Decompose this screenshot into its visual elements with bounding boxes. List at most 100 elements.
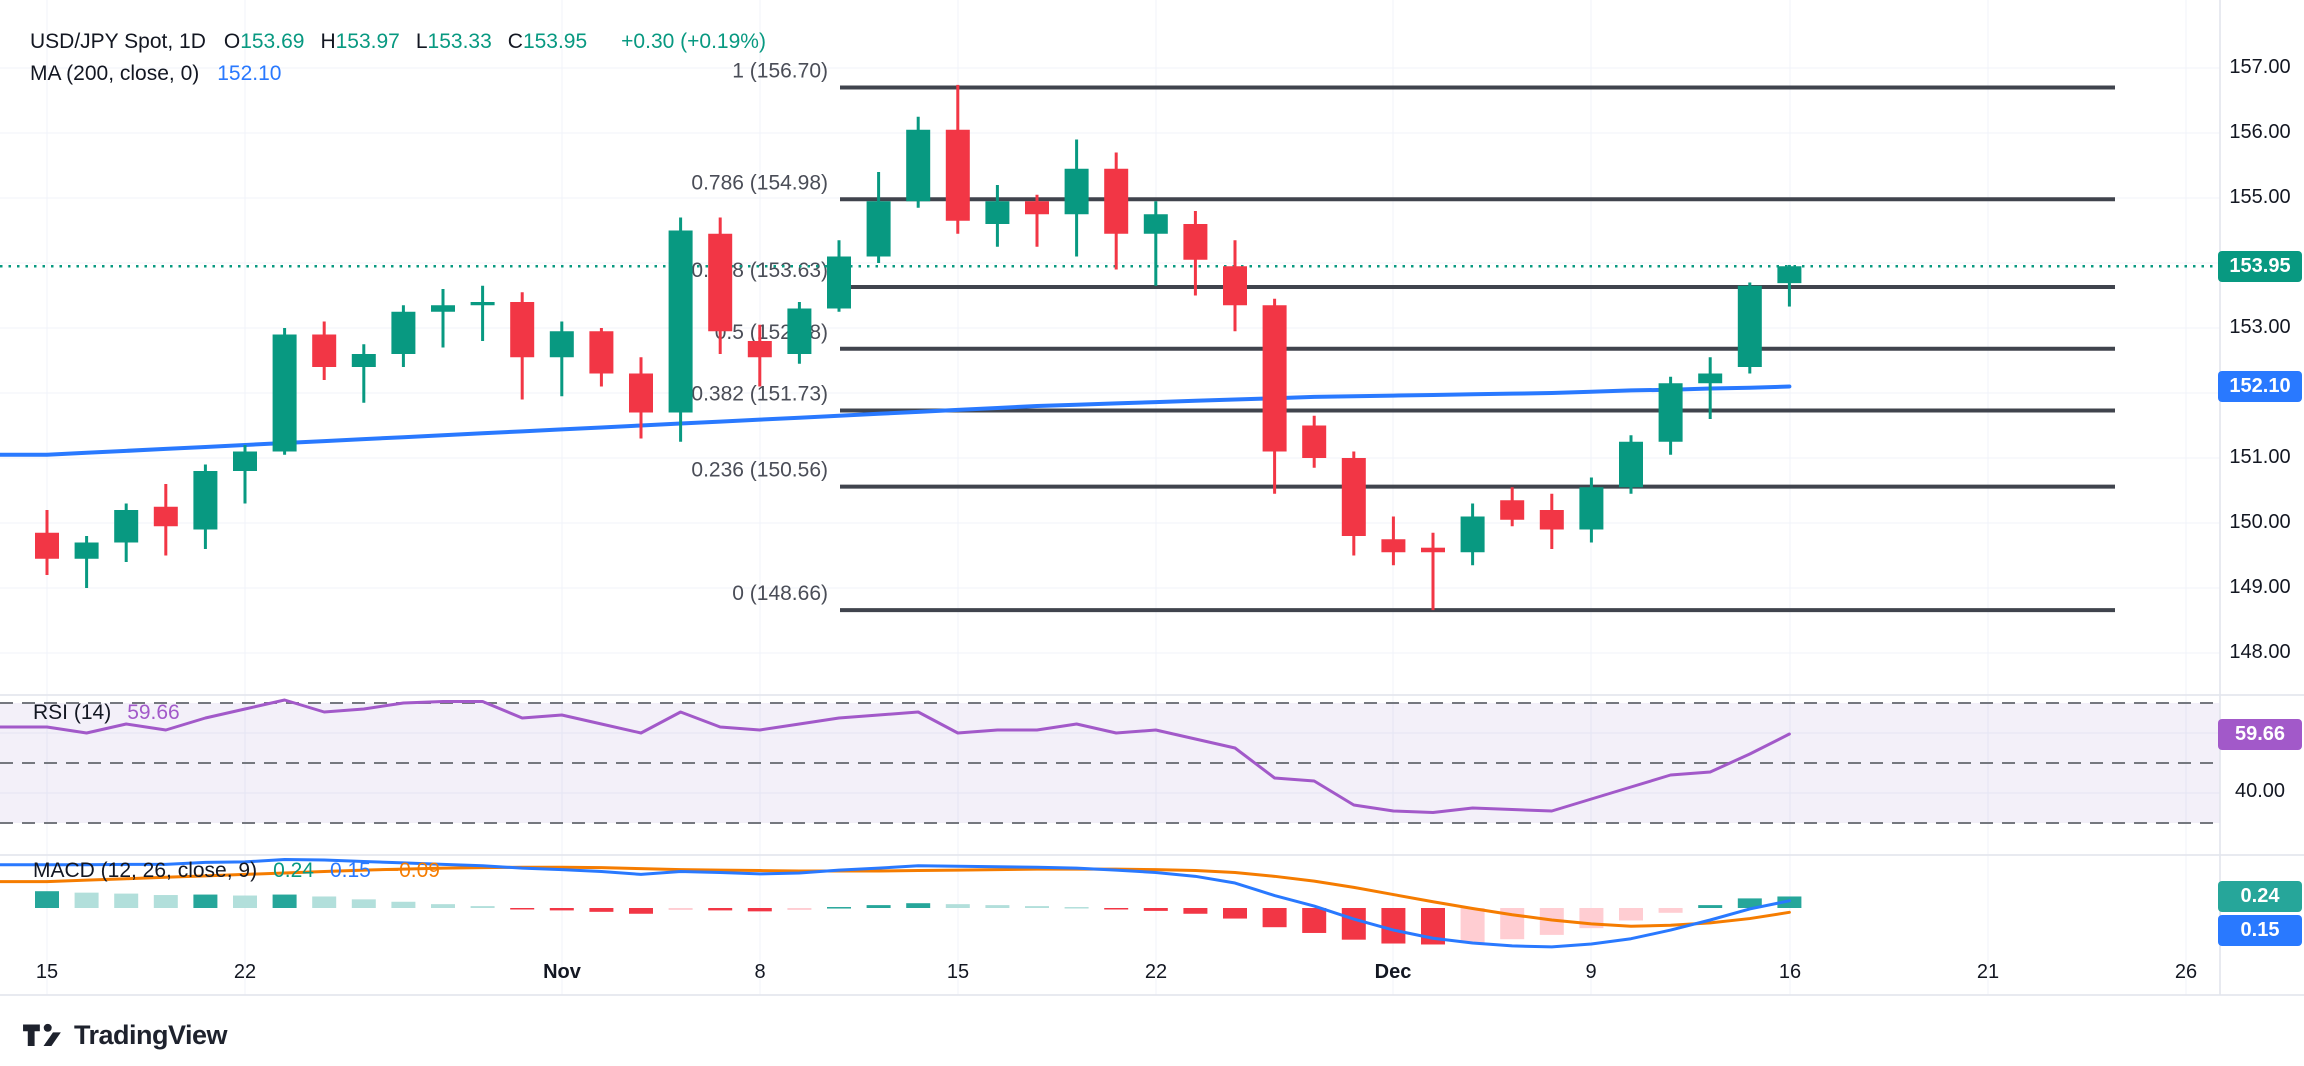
macd-histogram-bar bbox=[629, 908, 653, 914]
macd-hist-value: 0.24 bbox=[273, 859, 314, 882]
macd-histogram-bar bbox=[233, 895, 257, 908]
rsi-value: 59.66 bbox=[127, 701, 180, 724]
candle-body bbox=[351, 354, 376, 367]
macd-histogram-bar bbox=[866, 905, 891, 908]
macd-legend[interactable]: MACD (12, 26, close, 9) 0.24 0.15 −0.09 bbox=[33, 859, 440, 883]
price-axis-label: 156.00 bbox=[2229, 121, 2291, 143]
candle-body bbox=[1302, 425, 1327, 458]
macd-histogram-bar bbox=[431, 904, 455, 908]
macd-label[interactable]: MACD (12, 26, close, 9) bbox=[33, 859, 258, 882]
candle-body bbox=[1658, 383, 1683, 442]
ohlc-item: C153.95 bbox=[508, 30, 587, 53]
macd-histogram-bar bbox=[193, 894, 218, 908]
time-axis-label: 15 bbox=[946, 961, 970, 983]
ohlc-item: O153.69 bbox=[224, 30, 305, 53]
candle-wick bbox=[1154, 201, 1158, 286]
macd-histogram-bar bbox=[1698, 905, 1723, 908]
macd-histogram-bar bbox=[747, 908, 772, 912]
rsi-value-badge: 59.66 bbox=[2218, 718, 2302, 750]
candle-body bbox=[708, 233, 733, 332]
candle-body bbox=[1064, 168, 1089, 215]
ohlc-values: O153.69 H153.97 L153.33 C153.95 bbox=[224, 26, 603, 58]
candle-body bbox=[233, 451, 257, 471]
price-axis-label: 149.00 bbox=[2229, 576, 2291, 598]
candle-wick bbox=[481, 285, 485, 341]
ohlc-item: L153.33 bbox=[416, 30, 492, 53]
macd-histogram-bar bbox=[312, 896, 337, 908]
price-axis-label: 151.00 bbox=[2229, 446, 2291, 468]
tradingview-logo[interactable]: TradingView bbox=[22, 1020, 228, 1051]
fib-level-label: 0.382 (151.73) bbox=[691, 383, 828, 406]
macd-histogram-bar bbox=[1064, 907, 1089, 909]
candle-body bbox=[153, 506, 178, 527]
rsi-label[interactable]: RSI (14) bbox=[33, 701, 112, 724]
time-axis-label: 8 bbox=[754, 961, 766, 983]
macd-histogram-bar bbox=[1460, 908, 1485, 943]
candle-body bbox=[549, 331, 574, 358]
macd-histogram-bar bbox=[945, 904, 970, 908]
ohlc-key: H bbox=[320, 30, 336, 53]
ohlc-value: 153.95 bbox=[522, 30, 588, 53]
time-axis-label: 22 bbox=[1144, 961, 1168, 983]
symbol-title[interactable]: USD/JPY Spot, 1D bbox=[30, 30, 206, 53]
rsi-legend[interactable]: RSI (14) 59.66 bbox=[33, 701, 180, 725]
ma-value-badge: 152.10 bbox=[2218, 371, 2302, 402]
macd-hist-badge: 0.24 bbox=[2218, 880, 2302, 912]
macd-histogram-bar bbox=[787, 908, 812, 910]
macd-histogram-bar bbox=[1183, 908, 1208, 914]
candle-body bbox=[431, 305, 455, 312]
tradingview-logo-icon bbox=[23, 1023, 61, 1046]
macd-histogram-bar bbox=[1262, 908, 1287, 928]
time-axis-label: 9 bbox=[1585, 961, 1597, 983]
candle-body bbox=[1500, 500, 1525, 520]
candle-body bbox=[1025, 201, 1049, 215]
time-axis-label: 21 bbox=[1976, 961, 2000, 983]
candle-wick bbox=[1431, 532, 1435, 611]
fib-level-label: 0.236 (150.56) bbox=[691, 459, 828, 482]
candle-body bbox=[272, 334, 297, 452]
ohlc-key: O bbox=[223, 30, 241, 53]
macd-signal-line bbox=[0, 865, 1791, 928]
candle-wick bbox=[243, 445, 247, 504]
tradingview-logo-text: TradingView bbox=[74, 1020, 228, 1050]
candle-wick bbox=[1787, 264, 1791, 307]
candle-body bbox=[1737, 285, 1762, 367]
macd-histogram-bar bbox=[906, 903, 931, 908]
candle-body bbox=[629, 373, 653, 413]
candle-body bbox=[1619, 441, 1643, 488]
candle-body bbox=[747, 341, 772, 358]
rsi-line bbox=[0, 698, 1791, 814]
candle-body bbox=[1698, 373, 1723, 384]
macd-histogram-bar bbox=[1302, 908, 1327, 933]
candle-body bbox=[1223, 266, 1247, 306]
candle-body bbox=[1421, 547, 1445, 553]
time-axis-label: 26 bbox=[2174, 961, 2198, 983]
ohlc-value: 153.69 bbox=[240, 30, 305, 53]
macd-histogram-bar bbox=[153, 895, 178, 908]
candle-body bbox=[787, 308, 812, 354]
macd-histogram-bar bbox=[985, 905, 1010, 908]
time-axis-label: 15 bbox=[35, 961, 59, 983]
ma-legend-label[interactable]: MA (200, close, 0) bbox=[30, 62, 200, 85]
candle-body bbox=[1539, 510, 1564, 530]
candle-wick bbox=[560, 321, 564, 397]
price-axis-label: 150.00 bbox=[2229, 511, 2291, 533]
macd-histogram-bar bbox=[1619, 908, 1643, 921]
candle-body bbox=[391, 311, 416, 354]
price-axis-label: 148.00 bbox=[2229, 641, 2291, 663]
last-price-badge: 153.95 bbox=[2218, 250, 2302, 282]
rsi-axis-label: 40.00 bbox=[2234, 780, 2286, 802]
ma200-line bbox=[0, 384, 1792, 457]
ohlc-key: L bbox=[415, 30, 428, 53]
candle-body bbox=[470, 302, 495, 306]
chart-legend: USD/JPY Spot, 1D O153.69 H153.97 L153.33 C1… bbox=[30, 26, 766, 90]
symbol-legend-row[interactable]: USD/JPY Spot, 1D O153.69 H153.97 L153.33 C1… bbox=[30, 26, 766, 58]
macd-histogram-bar bbox=[1381, 908, 1406, 944]
candle-body bbox=[1262, 305, 1287, 452]
ma-legend-row[interactable]: MA (200, close, 0) 152.10 bbox=[30, 58, 766, 90]
macd-histogram-bar bbox=[74, 892, 99, 908]
macd-line-value: 0.15 bbox=[329, 859, 371, 882]
time-axis-label: 16 bbox=[1778, 961, 1802, 983]
